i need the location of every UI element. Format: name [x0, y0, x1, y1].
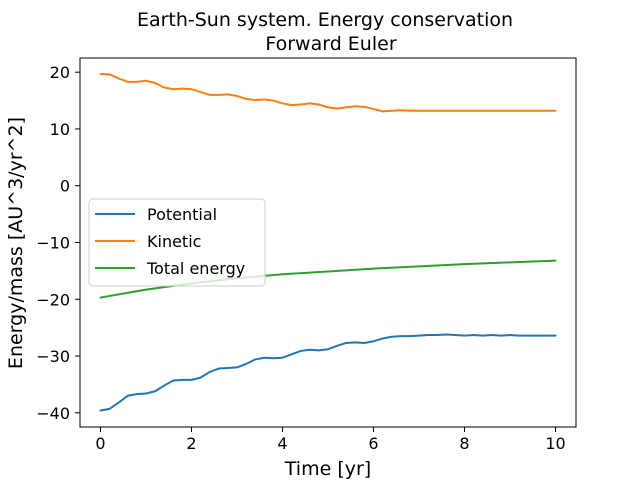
x-tick-label: 10: [545, 434, 565, 453]
y-tick-label: 20: [50, 63, 70, 82]
legend-label: Kinetic: [147, 232, 201, 251]
legend-box: [88, 198, 266, 287]
y-tick-label: −20: [36, 290, 70, 309]
x-axis-label: Time [yr]: [284, 458, 371, 480]
y-tick-label: 10: [50, 120, 70, 139]
x-tick-label: 6: [368, 434, 378, 453]
y-axis-label: Energy/mass [AU^3/yr^2]: [5, 117, 27, 369]
y-tick-label: −10: [36, 234, 70, 253]
y-tick-label: 0: [60, 177, 70, 196]
series-line-kinetic: [99, 72, 557, 113]
x-tick-label: 0: [95, 434, 105, 453]
chart-subtitle: Forward Euler: [265, 33, 396, 55]
chart-title: Earth-Sun system. Energy conservation: [137, 9, 513, 31]
y-tick-label: −30: [36, 347, 70, 366]
series-line-potential: [99, 333, 557, 412]
y-tick-label: −40: [36, 404, 70, 423]
legend-label: Total energy: [146, 259, 245, 278]
legend-label: Potential: [147, 205, 217, 224]
x-tick-label: 4: [277, 434, 287, 453]
legend: Potential Kinetic Total energy: [88, 198, 266, 287]
x-tick-label: 8: [459, 434, 469, 453]
x-tick-label: 2: [186, 434, 196, 453]
